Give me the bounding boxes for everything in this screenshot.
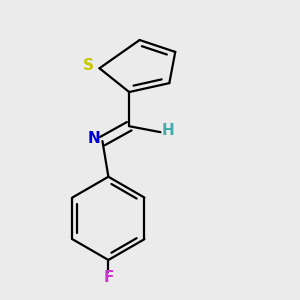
Text: F: F	[103, 270, 114, 285]
Text: S: S	[83, 58, 94, 74]
Text: N: N	[88, 131, 100, 146]
Text: H: H	[161, 123, 174, 138]
